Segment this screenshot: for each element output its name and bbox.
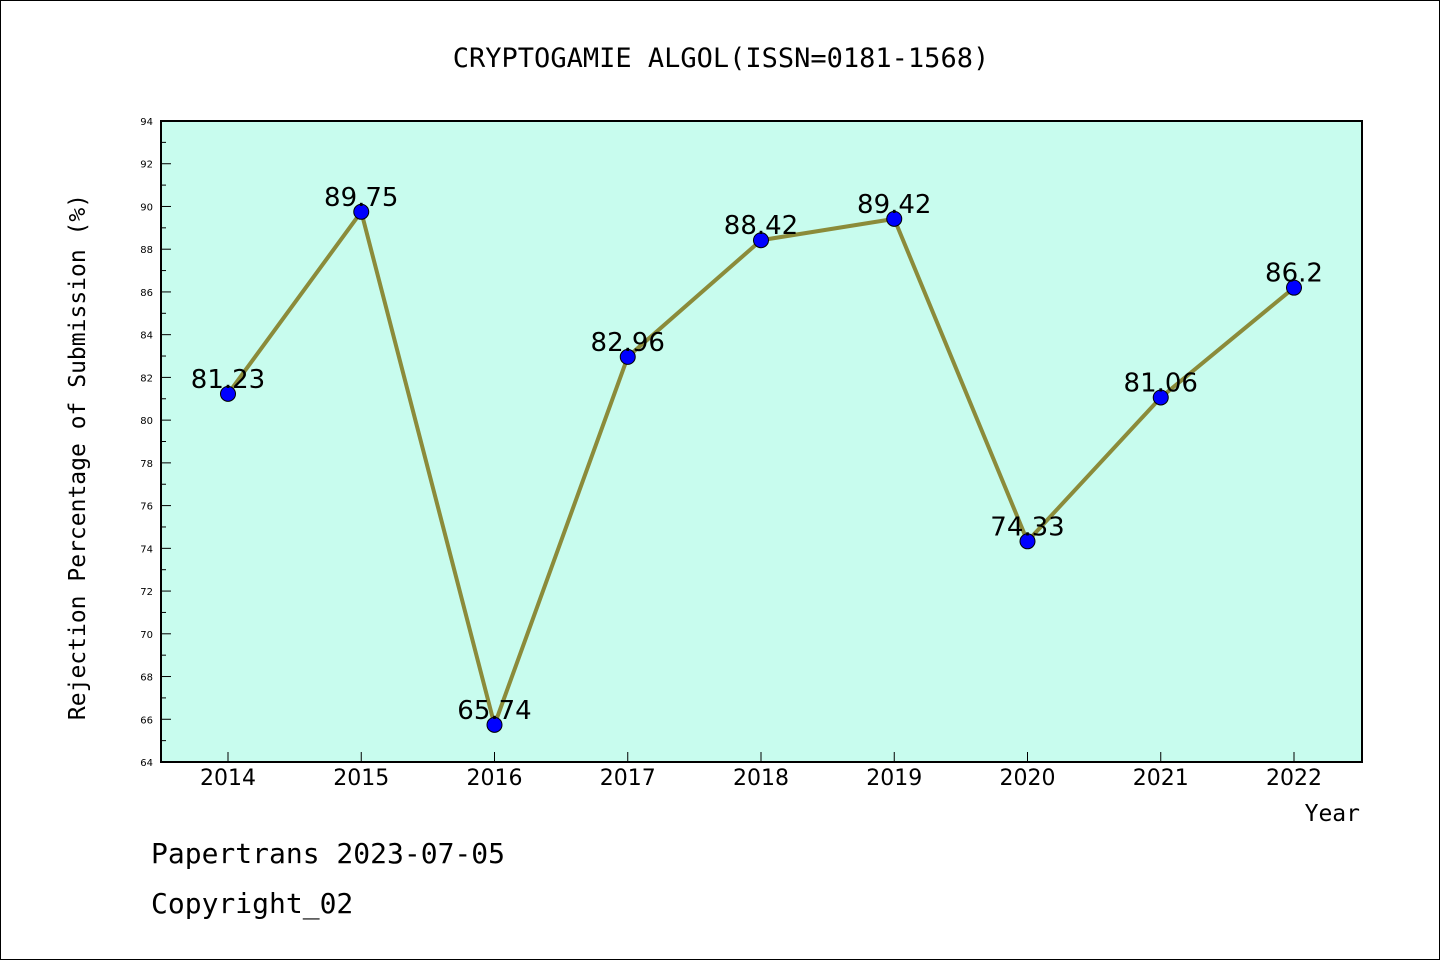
- y-tick-label: 78: [140, 459, 153, 470]
- y-tick-label: 64: [140, 758, 153, 769]
- y-axis: 64 66 68 70 72 74 76 78 80 82 84 86 88 90 92 94: [140, 117, 171, 769]
- y-tick-label: 94: [140, 117, 153, 128]
- data-point: [886, 210, 903, 227]
- y-tick-label: 82: [140, 373, 153, 384]
- series-group: 81.23 89.75 65.74 82.96 88.42 89.42 74.33 81.06…: [191, 183, 1323, 733]
- plot-area: [160, 120, 1363, 763]
- y-tick-label: 86: [140, 288, 153, 299]
- y-tick-label: 68: [140, 673, 153, 684]
- footer-copyright: Copyright_02: [151, 887, 354, 920]
- y-tick-label: 80: [140, 416, 153, 427]
- y-tick-label: 84: [140, 331, 153, 342]
- x-tick-label: 2018: [733, 766, 789, 791]
- x-tick-label: 2014: [200, 766, 256, 791]
- footer-date: Papertrans 2023-07-05: [151, 837, 506, 870]
- data-point: [353, 203, 370, 220]
- y-tick-label: 66: [140, 715, 153, 726]
- x-tick-label: 2020: [1000, 766, 1056, 791]
- data-label: 74.33: [990, 512, 1064, 542]
- data-label: 65.74: [457, 696, 531, 726]
- data-point: [220, 385, 236, 402]
- y-axis-label: Rejection Percentage of Submission (%): [65, 194, 91, 720]
- x-tick-label: 2019: [866, 766, 922, 791]
- data-label: 81.23: [191, 365, 265, 395]
- data-point: [619, 348, 636, 365]
- data-label: 88.42: [724, 211, 798, 241]
- data-point: [1286, 279, 1302, 296]
- data-label: 89.42: [857, 190, 931, 220]
- y-tick-label: 70: [140, 630, 153, 641]
- data-label: 86.2: [1265, 259, 1323, 289]
- x-axis: 2014 2015 2016 2017 2018 2019 2020 2021 2022: [200, 752, 1322, 791]
- data-label: 82.96: [591, 328, 665, 358]
- data-point: [1019, 533, 1036, 550]
- y-tick-label: 72: [140, 587, 153, 598]
- x-axis-label: Year: [1305, 801, 1360, 827]
- x-tick-label: 2016: [467, 766, 523, 791]
- data-point: [1152, 389, 1169, 406]
- y-tick-label: 76: [140, 502, 153, 513]
- data-point: [753, 232, 769, 249]
- y-tick-label: 88: [140, 245, 153, 256]
- x-tick-label: 2015: [333, 766, 389, 791]
- data-label: 89.75: [324, 183, 398, 213]
- x-tick-label: 2017: [600, 766, 656, 791]
- y-tick-label: 92: [140, 160, 153, 171]
- x-tick-label: 2021: [1133, 766, 1189, 791]
- y-tick-label: 74: [140, 544, 153, 555]
- chart-title: CRYPTOGAMIE ALGOL(ISSN=0181-1568): [453, 43, 989, 74]
- y-tick-label: 90: [140, 202, 153, 213]
- x-tick-label: 2022: [1266, 766, 1322, 791]
- data-label: 81.06: [1124, 368, 1198, 398]
- data-point: [486, 716, 503, 733]
